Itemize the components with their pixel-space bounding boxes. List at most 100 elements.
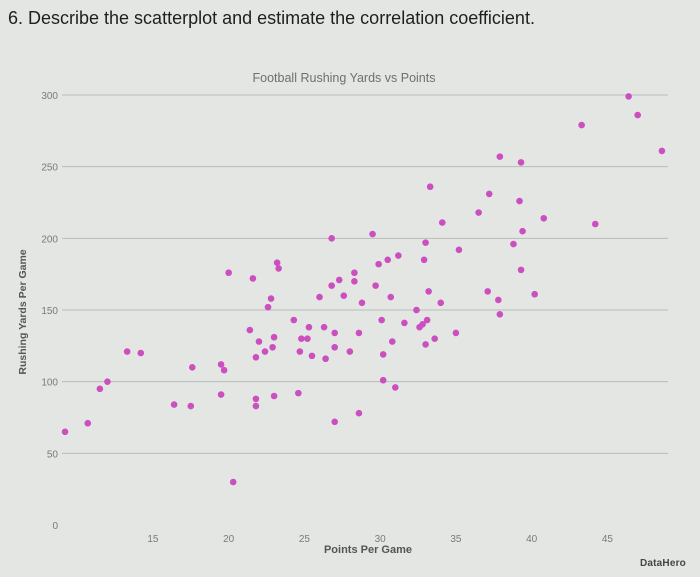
data-point bbox=[517, 159, 525, 166]
data-point bbox=[267, 295, 275, 302]
data-point bbox=[437, 299, 445, 307]
data-point bbox=[275, 265, 282, 272]
data-point bbox=[510, 240, 517, 248]
y-tick-label: 300 bbox=[41, 91, 58, 102]
data-point bbox=[346, 348, 354, 355]
data-point bbox=[331, 418, 339, 426]
data-point bbox=[422, 239, 429, 246]
data-point bbox=[392, 384, 399, 391]
x-tick-label: 45 bbox=[602, 534, 614, 545]
data-point bbox=[378, 316, 385, 324]
data-point bbox=[255, 338, 263, 345]
x-tick-label: 40 bbox=[526, 534, 538, 545]
data-point bbox=[423, 316, 431, 324]
data-point bbox=[431, 335, 438, 342]
data-point bbox=[372, 282, 379, 289]
data-point bbox=[252, 395, 260, 403]
data-point bbox=[625, 93, 632, 100]
data-point bbox=[426, 183, 434, 191]
gridlines bbox=[62, 94, 668, 454]
x-tick-label: 20 bbox=[223, 534, 235, 545]
x-tick-label: 35 bbox=[450, 534, 462, 545]
data-point bbox=[137, 349, 145, 357]
data-point bbox=[578, 121, 585, 129]
data-point bbox=[351, 278, 358, 285]
data-point bbox=[540, 214, 548, 222]
chart-title: Football Rushing Yards vs Points bbox=[253, 71, 436, 85]
data-point bbox=[335, 276, 343, 284]
data-point bbox=[495, 296, 502, 304]
data-point bbox=[322, 355, 329, 363]
y-axis-label: Rushing Yards Per Game bbox=[17, 249, 29, 374]
data-point bbox=[425, 288, 432, 295]
data-point bbox=[496, 153, 504, 160]
data-point bbox=[419, 321, 426, 328]
data-point bbox=[220, 366, 228, 374]
data-point bbox=[229, 478, 237, 486]
data-point bbox=[516, 197, 523, 205]
data-point bbox=[379, 351, 387, 358]
x-axis-ticks: 15 20 25 30 35 40 45 bbox=[147, 534, 613, 545]
data-point bbox=[273, 259, 281, 267]
data-point bbox=[328, 282, 335, 289]
data-point bbox=[188, 364, 196, 371]
data-point bbox=[379, 376, 387, 384]
x-axis-label: Points Per Game bbox=[324, 544, 412, 556]
data-point bbox=[123, 348, 131, 355]
data-point bbox=[395, 252, 402, 259]
data-point bbox=[270, 392, 278, 400]
data-point bbox=[264, 303, 272, 311]
y-tick-label: 50 bbox=[47, 449, 59, 460]
x-tick-label: 15 bbox=[147, 534, 159, 545]
y-tick-label: 250 bbox=[41, 163, 58, 174]
data-point bbox=[305, 323, 313, 331]
data-point bbox=[328, 235, 335, 242]
data-point bbox=[316, 293, 323, 301]
data-point bbox=[217, 361, 225, 368]
data-point bbox=[320, 323, 328, 331]
data-point bbox=[298, 335, 305, 342]
data-point bbox=[295, 389, 302, 397]
data-point bbox=[413, 306, 420, 314]
data-point bbox=[269, 343, 276, 351]
data-point bbox=[358, 299, 366, 307]
brand-logo-text: DataHero bbox=[639, 558, 686, 569]
y-tick-label: 150 bbox=[41, 306, 58, 317]
data-point bbox=[634, 111, 641, 119]
data-point bbox=[355, 329, 363, 337]
data-point bbox=[104, 378, 111, 385]
y-axis-ticks: 0 50 100 150 200 250 300 bbox=[41, 91, 58, 532]
data-point bbox=[387, 293, 395, 301]
data-point bbox=[452, 329, 460, 337]
data-point bbox=[531, 290, 538, 298]
data-point bbox=[455, 246, 463, 254]
y-tick-label: 0 bbox=[52, 521, 58, 532]
data-point bbox=[252, 402, 260, 410]
data-point bbox=[290, 316, 298, 324]
x-tick-label: 25 bbox=[299, 534, 311, 545]
data-point bbox=[485, 190, 493, 198]
y-tick-label: 200 bbox=[41, 234, 58, 245]
data-point bbox=[225, 269, 232, 277]
data-point bbox=[170, 401, 178, 408]
data-point bbox=[384, 256, 392, 264]
data-point bbox=[484, 288, 492, 295]
data-point bbox=[420, 256, 428, 264]
data-point bbox=[401, 319, 408, 327]
data-point bbox=[369, 230, 376, 238]
data-point bbox=[331, 343, 339, 351]
data-point bbox=[340, 292, 348, 299]
data-point bbox=[351, 269, 358, 277]
data-point bbox=[591, 220, 599, 228]
data-point bbox=[84, 419, 92, 427]
data-point bbox=[517, 266, 525, 274]
data-point bbox=[246, 326, 254, 334]
data-point bbox=[355, 409, 363, 417]
data-point bbox=[217, 391, 225, 398]
data-point bbox=[96, 385, 104, 393]
data-point bbox=[475, 209, 482, 216]
data-point bbox=[61, 428, 69, 436]
data-point bbox=[308, 352, 316, 360]
data-point bbox=[388, 338, 396, 345]
